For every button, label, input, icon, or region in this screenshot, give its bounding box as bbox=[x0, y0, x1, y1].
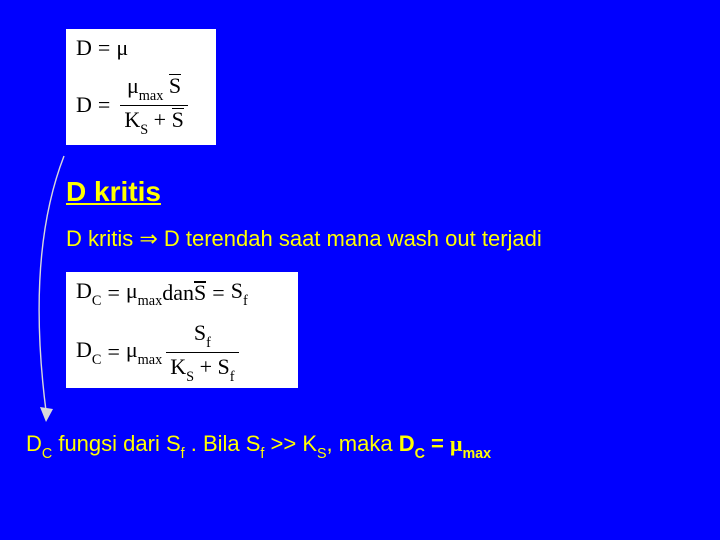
sub-f: f bbox=[181, 446, 185, 462]
dc: DC bbox=[26, 431, 52, 456]
flow-arrow bbox=[22, 154, 72, 424]
bold-dc: DC = μmax bbox=[399, 431, 491, 456]
eq-sign: = bbox=[107, 280, 119, 306]
eq-rhs: μ bbox=[116, 35, 128, 61]
eq-d-equals-mu: D = μ bbox=[76, 35, 206, 61]
sub-s: S bbox=[317, 446, 327, 462]
fraction: μmax S KS + S bbox=[120, 73, 188, 137]
mu: μ bbox=[127, 73, 139, 98]
section-heading: D kritis bbox=[66, 176, 161, 208]
sf: Sf bbox=[218, 354, 235, 379]
conclusion-line: DC fungsi dari Sf . Bila Sf >> KS, maka … bbox=[26, 431, 491, 460]
text: fungsi dari S bbox=[52, 431, 180, 456]
equation-box-top: D = μ D = μmax S KS + S bbox=[66, 29, 216, 145]
sub-max: max bbox=[139, 88, 164, 104]
text: , maka bbox=[327, 431, 399, 456]
equation-box-mid: DC = μmax dan S = Sf DC = μmax Sf KS + S… bbox=[66, 272, 298, 388]
s-bar: S bbox=[169, 73, 181, 99]
text-rest: D terendah saat mana wash out terjadi bbox=[158, 226, 542, 251]
plus: + bbox=[200, 354, 212, 379]
eq-d-equals-frac: D = μmax S KS + S bbox=[76, 73, 206, 137]
dan-text: dan bbox=[162, 280, 194, 306]
eq-lhs: D bbox=[76, 92, 92, 118]
fraction: Sf KS + Sf bbox=[166, 320, 238, 384]
implies-arrow: ⇒ bbox=[139, 226, 157, 251]
dc: DC bbox=[76, 278, 101, 308]
sub-f: f bbox=[260, 446, 264, 462]
mu-max: μmax bbox=[126, 278, 162, 308]
eq-sign: = bbox=[98, 92, 110, 118]
eq-dc-mumax-sbar-sf: DC = μmax dan S = Sf bbox=[76, 278, 288, 308]
k: K bbox=[124, 107, 140, 132]
sf: Sf bbox=[194, 320, 211, 345]
eq-sign: = bbox=[212, 280, 224, 306]
sf: Sf bbox=[231, 278, 248, 308]
s-bar: S bbox=[172, 107, 184, 133]
definition-line: D kritis ⇒ D terendah saat mana wash out… bbox=[66, 226, 542, 252]
mu-max: μmax bbox=[126, 337, 162, 367]
sub-s: S bbox=[140, 122, 148, 138]
dc: DC bbox=[76, 337, 101, 367]
text: . Bila S bbox=[185, 431, 261, 456]
plus: + bbox=[154, 107, 166, 132]
eq-dc-equals-frac: DC = μmax Sf KS + Sf bbox=[76, 320, 288, 384]
eq-lhs: D bbox=[76, 35, 92, 61]
text-prefix: D kritis bbox=[66, 226, 139, 251]
text: >> K bbox=[264, 431, 317, 456]
eq-sign: = bbox=[98, 35, 110, 61]
eq-sign: = bbox=[107, 339, 119, 365]
ks: KS bbox=[170, 354, 194, 379]
s-bar: S bbox=[194, 280, 206, 306]
